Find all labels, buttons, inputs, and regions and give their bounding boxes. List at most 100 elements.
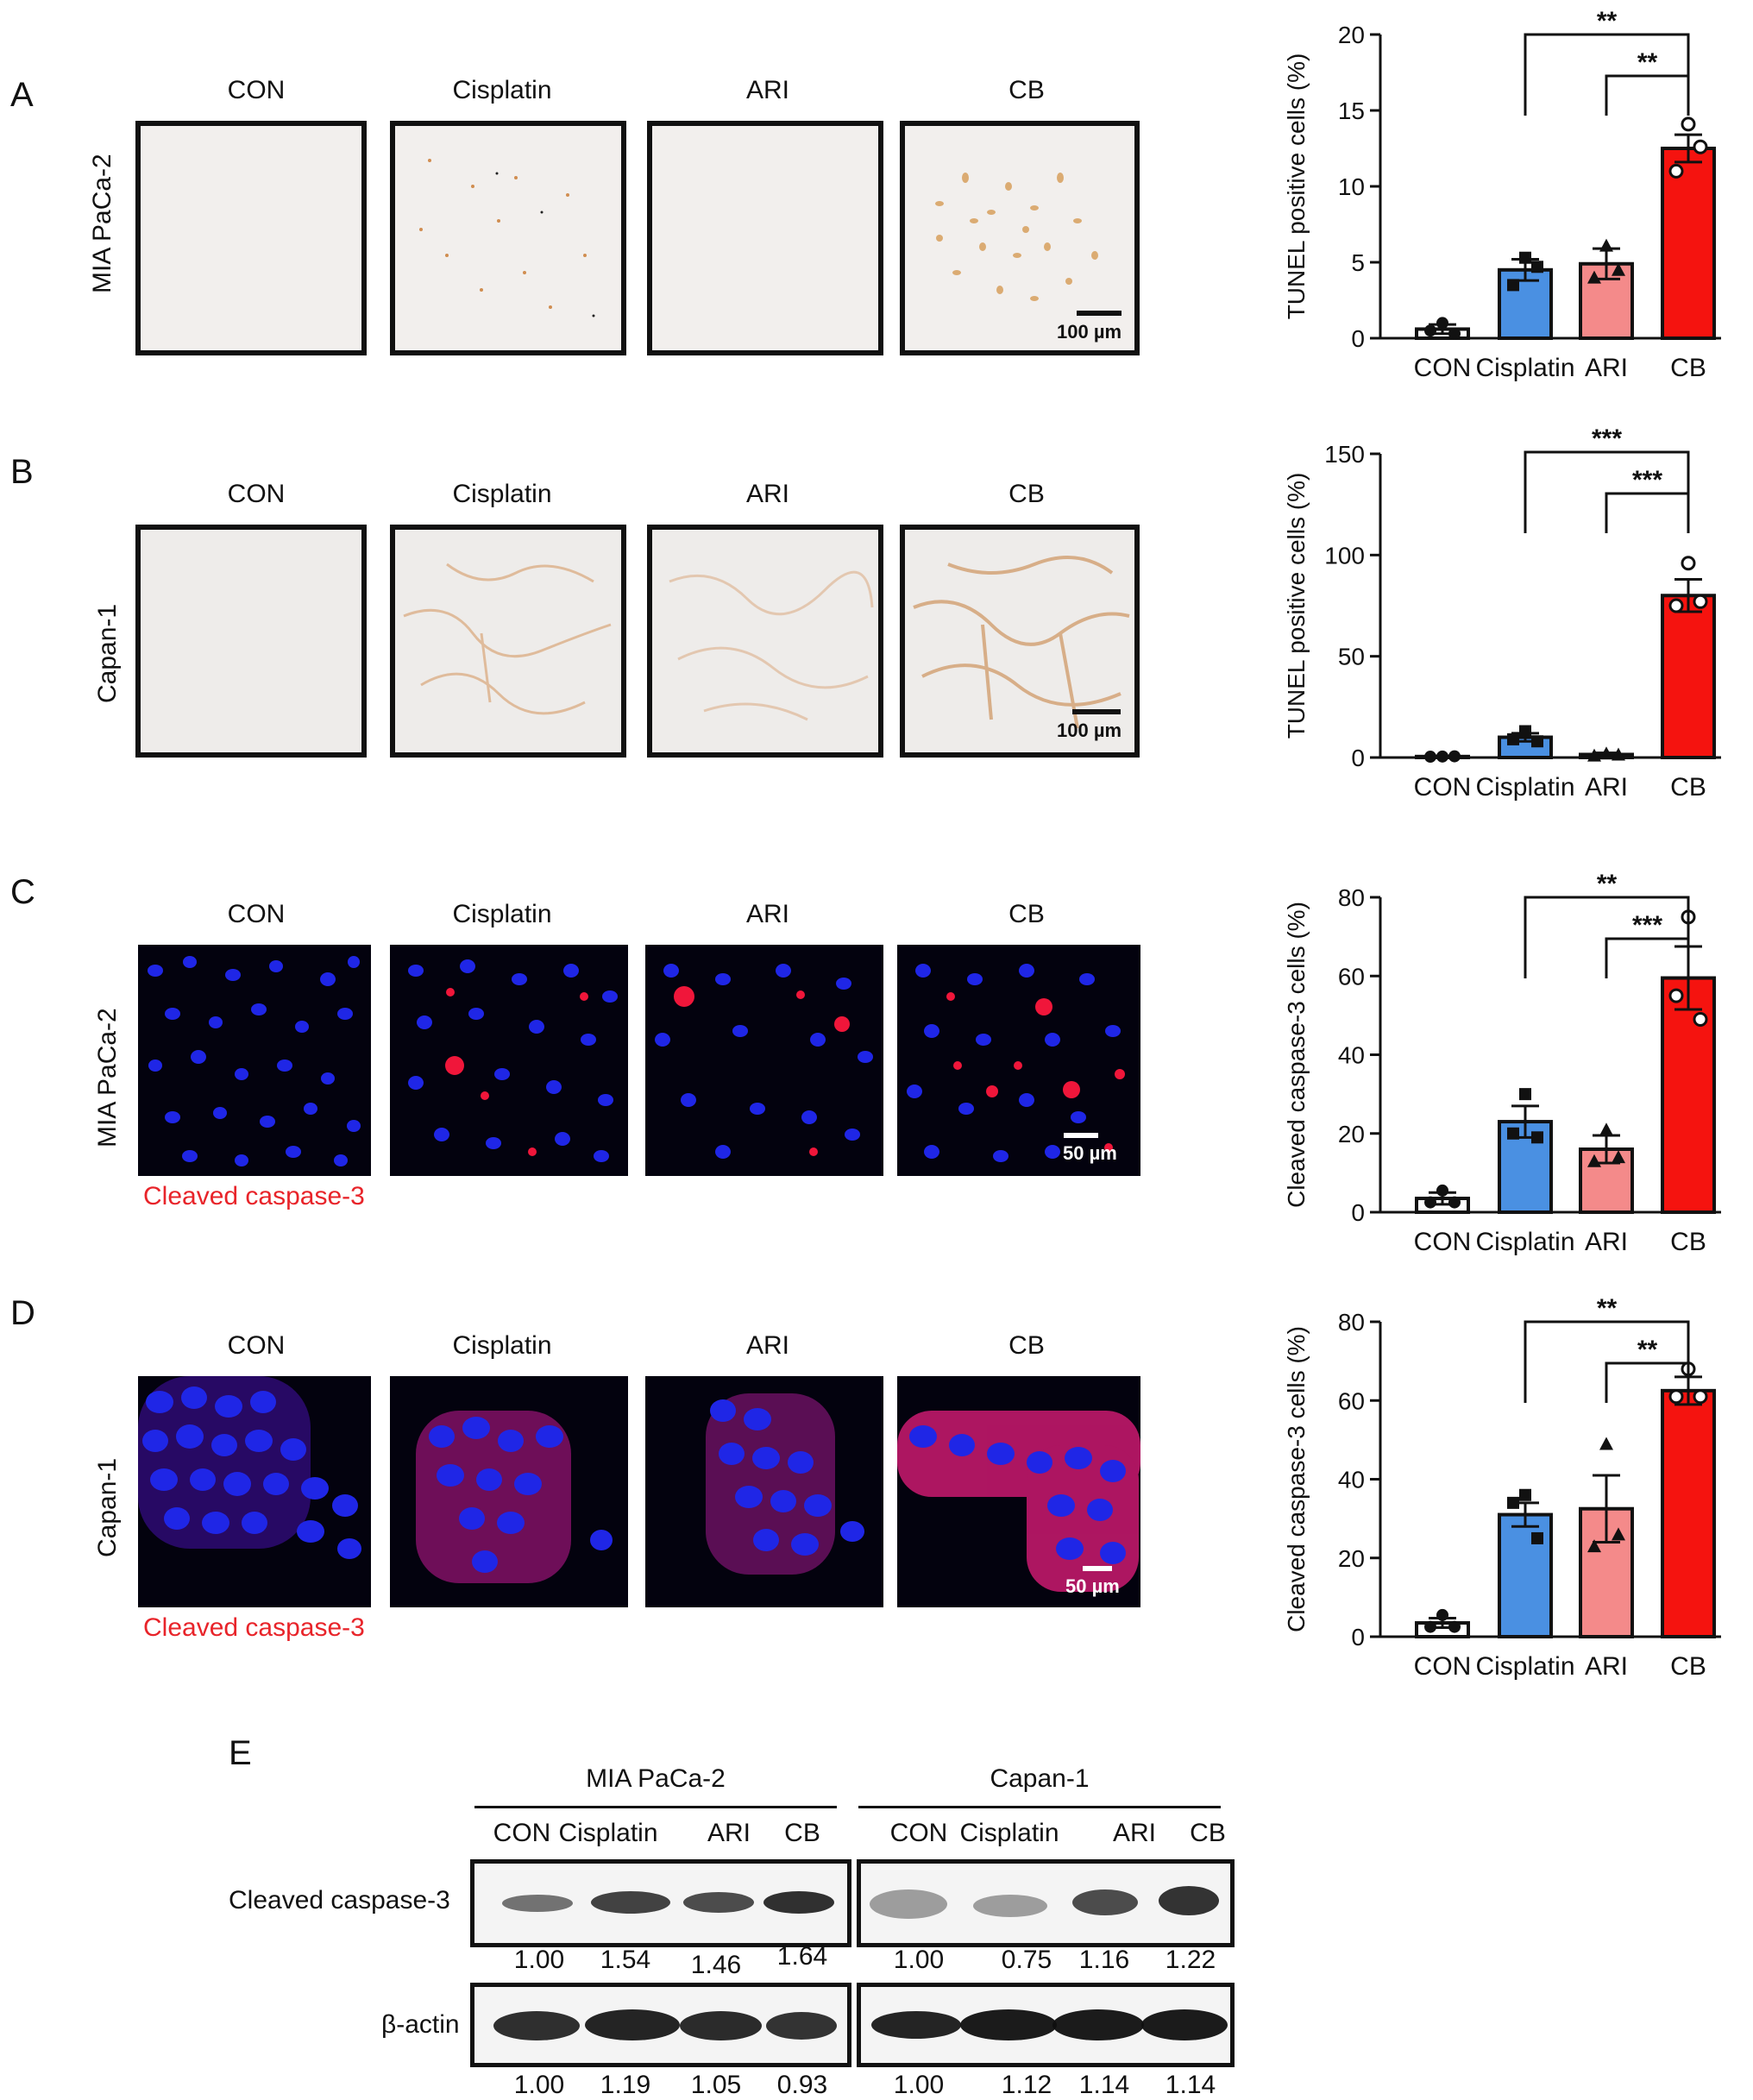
data-point: [1612, 1150, 1625, 1164]
significance-label: **: [1637, 48, 1658, 77]
image-d-cisplatin: [390, 1376, 628, 1607]
blot-caspase-capan: [857, 1859, 1235, 1947]
y-tick-label: 0: [1351, 325, 1365, 352]
scale-bar-a: [1077, 311, 1122, 316]
scale-bar-b: [1072, 709, 1121, 714]
x-tick-label: CON: [1414, 1652, 1472, 1681]
data-point: [1424, 1620, 1436, 1633]
data-point: [1668, 163, 1684, 179]
y-axis-label: Cleaved caspase-3 cells (%): [1283, 1326, 1310, 1632]
data-point: [1693, 1011, 1708, 1027]
image-a-ari: [647, 121, 883, 355]
scale-bar-d: [1083, 1566, 1112, 1571]
treatment-title-b-cb: CB: [1008, 480, 1045, 508]
blot-value: 1.64: [776, 1942, 828, 1971]
blot-lane-label: CON: [493, 1819, 551, 1847]
data-point: [1681, 116, 1696, 132]
image-b-cisplatin: [390, 525, 626, 758]
y-tick-label: 60: [1338, 1387, 1365, 1414]
data-point: [1668, 1389, 1684, 1405]
significance-label: **: [1597, 870, 1618, 898]
data-point: [1448, 750, 1461, 763]
blot-caspase-mia: [470, 1859, 851, 1947]
y-tick-label: 5: [1351, 249, 1365, 276]
nuclei-capan-cb: [897, 1411, 1140, 1592]
blot-value: 1.22: [1165, 1946, 1216, 1974]
blot-value: 1.14: [1078, 2071, 1130, 2099]
panel-letter-c: C: [10, 873, 35, 911]
significance-bracket: [1605, 937, 1690, 978]
y-tick-label: 50: [1338, 644, 1365, 670]
blot-value: 1.19: [600, 2071, 651, 2099]
data-point: [1612, 747, 1625, 761]
nuclei-con: [148, 956, 361, 1166]
treatment-title-b-ari: ARI: [745, 480, 789, 508]
blot-value: 1.12: [1001, 2071, 1052, 2099]
blot-value: 1.00: [513, 2071, 565, 2099]
data-point: [1424, 1196, 1436, 1209]
treatment-title-c-ari: ARI: [745, 900, 789, 928]
x-tick-label: CON: [1414, 1228, 1472, 1256]
significance-label: **: [1597, 1294, 1618, 1323]
blot-value: 0.93: [776, 2071, 828, 2099]
x-tick-label: CON: [1414, 354, 1472, 382]
image-c-cb: [897, 945, 1140, 1176]
blot-value: 1.54: [600, 1946, 651, 1974]
x-tick-label: ARI: [1585, 773, 1628, 802]
blot-lane-label: ARI: [1112, 1819, 1156, 1847]
scale-text-b: 100 µm: [1057, 720, 1122, 741]
data-point: [1436, 1184, 1448, 1197]
y-tick-label: 40: [1338, 1467, 1365, 1493]
data-point: [1587, 748, 1601, 762]
bar-cb: [1661, 147, 1716, 340]
blot-value: 1.14: [1165, 2071, 1216, 2099]
x-tick-label: ARI: [1585, 1652, 1628, 1681]
scale-text-a: 100 µm: [1057, 321, 1122, 343]
blot-lane-label: CON: [889, 1819, 948, 1847]
blot-value: 1.05: [690, 2071, 742, 2099]
image-c-con: [138, 945, 371, 1176]
y-tick-label: 20: [1338, 1545, 1365, 1572]
data-point: [1693, 594, 1708, 609]
y-tick-label: 20: [1338, 22, 1365, 48]
blot-row-label-actin: β-actin: [381, 2010, 460, 2039]
data-point: [1599, 1437, 1613, 1450]
significance-label: **: [1597, 7, 1618, 35]
y-tick-label: 40: [1338, 1042, 1365, 1069]
data-point: [1507, 1127, 1519, 1140]
x-tick-label: Cisplatin: [1475, 773, 1574, 802]
data-point: [1531, 1131, 1543, 1144]
data-point: [1612, 1527, 1625, 1541]
panel-letter-d: D: [10, 1294, 35, 1332]
tunel-dots: [419, 159, 595, 318]
data-point: [1681, 556, 1696, 571]
blot-lane-label: CB: [1190, 1819, 1226, 1847]
y-tick-label: 10: [1338, 173, 1365, 200]
blot-lane-label: CB: [784, 1819, 820, 1847]
bar-cb: [1661, 594, 1716, 759]
blot-value: 1.00: [513, 1946, 565, 1974]
significance-bracket: [1605, 74, 1690, 116]
significance-label: ***: [1632, 466, 1662, 494]
blot-row-label-caspase: Cleaved caspase-3: [229, 1886, 450, 1915]
data-point: [1519, 725, 1531, 738]
tunel-network: [669, 570, 874, 721]
blot-lane-label: Cisplatin: [959, 1819, 1059, 1847]
treatment-title-c-cisplatin: Cisplatin: [452, 900, 552, 928]
x-tick-label: Cisplatin: [1475, 354, 1574, 382]
data-point: [1519, 251, 1531, 264]
image-a-con: [135, 121, 367, 355]
nuclei-ari: [655, 964, 873, 1159]
x-tick-label: CON: [1414, 773, 1472, 802]
y-axis-label: Cleaved caspase-3 cells (%): [1283, 902, 1310, 1208]
stain-label-d: Cleaved caspase-3: [143, 1613, 365, 1642]
blot-lane-label: ARI: [707, 1819, 751, 1847]
treatment-title-c-cb: CB: [1008, 900, 1045, 928]
treatment-title-b-cisplatin: Cisplatin: [452, 480, 552, 508]
y-tick-label: 100: [1324, 542, 1365, 569]
y-tick-label: 150: [1324, 441, 1365, 468]
blot-value: 1.16: [1078, 1946, 1130, 1974]
data-point: [1424, 751, 1436, 764]
x-tick-label: CB: [1670, 1652, 1706, 1681]
